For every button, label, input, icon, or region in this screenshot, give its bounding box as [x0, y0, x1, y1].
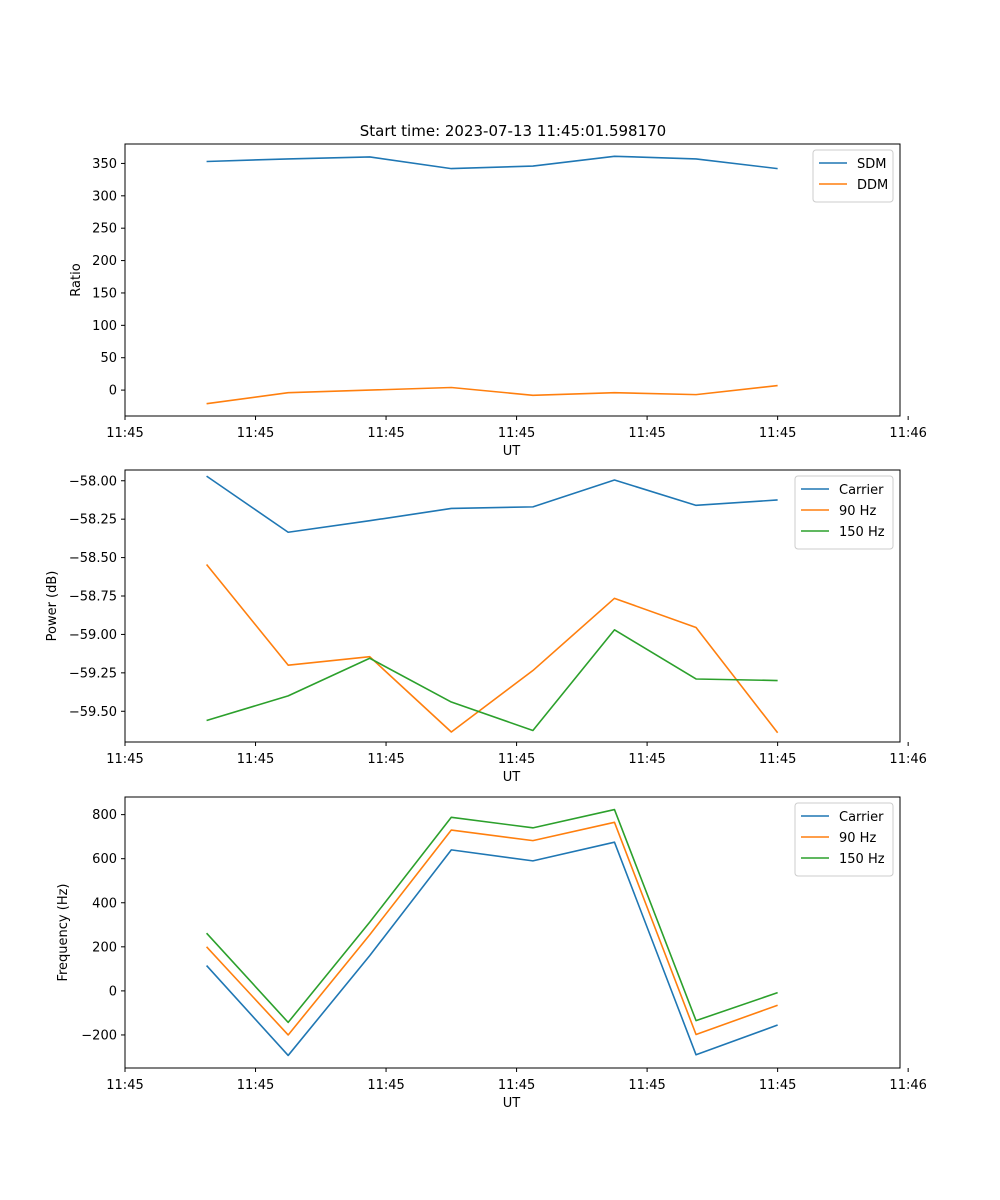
- y-tick-label: −58.25: [69, 513, 117, 528]
- x-tick-label: 11:45: [498, 1078, 535, 1093]
- x-tick-label: 11:45: [237, 1078, 274, 1093]
- x-tick-label: 11:45: [367, 426, 404, 441]
- y-tick-label: −59.50: [69, 705, 117, 720]
- x-tick-label: 11:45: [759, 426, 796, 441]
- x-tick-label: 11:45: [759, 752, 796, 767]
- legend-entry: 150 Hz: [839, 525, 885, 540]
- x-tick-label: 11:46: [889, 426, 926, 441]
- x-axis-label: UT: [503, 770, 521, 785]
- x-tick-label: 11:45: [106, 1078, 143, 1093]
- series-line-90-hz: [205, 821, 778, 1036]
- panel-2: 11:45 11:45 11:45 11:45 11:45 11:45 11:46 −59.5…: [45, 469, 927, 785]
- y-tick-label: 600: [92, 852, 117, 867]
- series-line-150-hz: [205, 808, 778, 1024]
- series-line-90-hz: [205, 564, 779, 734]
- x-tick-label: 11:45: [628, 1078, 665, 1093]
- y-tick-label: −58.75: [69, 590, 117, 605]
- y-tick-label: 50: [100, 351, 117, 366]
- x-tick-label: 11:45: [498, 426, 535, 441]
- y-axis-label: Frequency (Hz): [56, 883, 71, 981]
- x-tick-label: 11:45: [106, 426, 143, 441]
- x-tick-label: 11:45: [367, 1078, 404, 1093]
- axes-frame: [124, 796, 901, 1069]
- x-tick-label: 11:45: [106, 752, 143, 767]
- x-axis-label: UT: [503, 1096, 521, 1111]
- y-tick-label: 0: [109, 384, 117, 399]
- x-tick-label: 11:45: [237, 426, 274, 441]
- y-tick-label: 150: [92, 286, 117, 301]
- y-tick-label: −58.00: [69, 474, 117, 489]
- x-tick-label: 11:45: [237, 752, 274, 767]
- x-tick-label: 11:45: [628, 426, 665, 441]
- x-tick-label: 11:45: [628, 752, 665, 767]
- x-tick-label: 11:45: [498, 752, 535, 767]
- legend: Carrier 90 Hz 150 Hz: [794, 802, 894, 877]
- legend: SDM DDM: [812, 149, 894, 203]
- axes-frame: [124, 143, 901, 417]
- legend-entry: SDM: [857, 157, 886, 172]
- series-line-ddm: [206, 384, 778, 405]
- y-tick-label: 350: [92, 157, 117, 172]
- series-line-carrier: [206, 475, 778, 534]
- y-tick-label: 250: [92, 222, 117, 237]
- y-tick-label: 200: [92, 940, 117, 955]
- y-tick-label: −58.50: [69, 551, 117, 566]
- y-tick-label: 400: [92, 896, 117, 911]
- legend-entry: 150 Hz: [839, 852, 885, 867]
- legend-entry: DDM: [857, 178, 888, 193]
- legend-entry: Carrier: [839, 810, 884, 825]
- panel-3: 11:45 11:45 11:45 11:45 11:45 11:45 11:46 −200 0…: [56, 796, 927, 1111]
- figure-title: Start time: 2023-07-13 11:45:01.598170: [360, 122, 666, 140]
- y-tick-label: −59.25: [69, 666, 117, 681]
- y-tick-label: 300: [92, 189, 117, 204]
- legend-entry: 90 Hz: [839, 831, 876, 846]
- panel-1: 11:45 11:45 11:45 11:45 11:45 11:45 11:46 0 50 10…: [69, 143, 927, 459]
- y-tick-label: 200: [92, 254, 117, 269]
- x-tick-label: 11:45: [759, 1078, 796, 1093]
- series-line-carrier: [205, 841, 778, 1057]
- y-tick-label: 800: [92, 808, 117, 823]
- y-axis-label: Ratio: [69, 263, 84, 296]
- y-tick-label: −200: [81, 1028, 117, 1043]
- x-tick-label: 11:46: [889, 752, 926, 767]
- legend: Carrier 90 Hz 150 Hz: [794, 475, 894, 550]
- x-tick-label: 11:45: [367, 752, 404, 767]
- legend-entry: 90 Hz: [839, 504, 876, 519]
- x-axis-label: UT: [503, 444, 521, 459]
- legend-entry: Carrier: [839, 483, 884, 498]
- chart-panels: 11:45 11:45 11:45 11:45 11:45 11:45 11:46 0 50 10…: [45, 143, 927, 1111]
- y-axis-label: Power (dB): [45, 571, 60, 642]
- x-tick-label: 11:46: [889, 1078, 926, 1093]
- y-tick-label: 100: [92, 319, 117, 334]
- y-tick-label: −59.00: [69, 628, 117, 643]
- axes-frame: [124, 469, 901, 743]
- series-line-150-hz: [206, 629, 778, 732]
- series-line-sdm: [206, 155, 778, 170]
- y-tick-label: 0: [109, 984, 117, 999]
